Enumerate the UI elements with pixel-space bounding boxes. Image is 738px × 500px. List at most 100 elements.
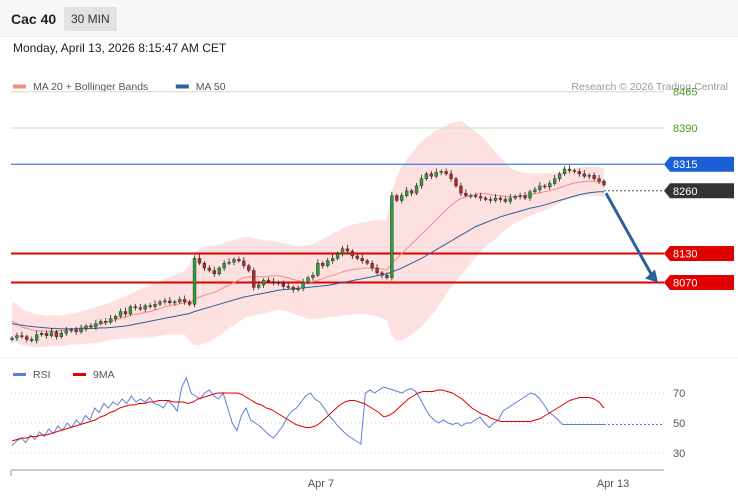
rsi-legend-swatch-0 — [13, 373, 26, 376]
candle-body — [79, 328, 83, 333]
x-tick-0: Apr 7 — [308, 478, 334, 490]
level-tag-8315 — [664, 156, 734, 172]
candle-body — [306, 277, 310, 283]
candle-body — [74, 329, 78, 333]
candle-body — [256, 284, 261, 288]
candle-body — [449, 173, 453, 179]
candle-body — [104, 320, 108, 323]
candle-body — [439, 171, 443, 173]
candle-body — [498, 197, 503, 200]
candle-body — [483, 197, 488, 200]
level-tag-8130 — [664, 246, 734, 262]
level-tag-8260 — [664, 183, 734, 199]
candle-body — [321, 263, 325, 266]
ma50-line — [11, 191, 604, 330]
candle-body — [69, 329, 73, 332]
candle-body — [478, 196, 483, 199]
candle-body — [271, 281, 276, 283]
candle-body — [552, 178, 557, 184]
candle-body — [385, 275, 389, 278]
candle-body — [84, 325, 88, 329]
candle-body — [217, 267, 221, 275]
rsi-tick-70: 70 — [673, 388, 685, 400]
candle-body — [404, 190, 409, 196]
candle-body — [503, 199, 508, 202]
candle-body — [153, 304, 157, 307]
candle-body — [469, 195, 473, 197]
candle-body — [182, 299, 187, 303]
timeframe-button[interactable]: 30 MIN — [64, 7, 117, 31]
credit-text: Research © 2026 Trading Central — [571, 81, 728, 93]
candle-body — [548, 183, 552, 188]
forecast-arrow-head — [645, 269, 658, 283]
candle-body — [523, 195, 527, 199]
candle-body — [562, 168, 567, 175]
candle-body — [577, 171, 582, 175]
candle-body — [493, 197, 498, 201]
candle-body — [464, 192, 468, 196]
candle-body — [474, 195, 478, 197]
legend-swatch-0 — [13, 84, 26, 89]
candle-body — [25, 336, 29, 340]
candle-body — [355, 255, 360, 259]
candle-body — [538, 185, 542, 190]
forecast-arrow-shaft — [604, 192, 654, 277]
candle-body — [434, 172, 438, 177]
candle-body — [326, 260, 330, 266]
candle-body — [340, 248, 345, 254]
candle-body — [429, 173, 434, 177]
candle-body — [202, 263, 207, 269]
candle-body — [227, 262, 231, 264]
candle-body — [222, 263, 226, 269]
candle-body — [281, 283, 286, 287]
level-label-8465: 8465 — [673, 87, 697, 99]
candle-body — [59, 333, 64, 337]
candle-body — [419, 178, 424, 187]
candle-body — [99, 320, 103, 324]
candle-body — [15, 335, 19, 339]
candle-body — [133, 306, 138, 308]
candle-body — [360, 258, 364, 262]
candle-body — [113, 316, 118, 319]
candle-body — [266, 279, 271, 282]
legend-label-0: MA 20 + Bollinger Bands — [33, 81, 148, 93]
candle-body — [316, 263, 320, 276]
candle-body — [207, 267, 212, 271]
candle-body — [10, 337, 14, 340]
candle-body — [375, 267, 379, 274]
rsi-legend-label-1: 9MA — [93, 369, 115, 381]
candle-body — [128, 306, 133, 315]
candle-body — [335, 253, 340, 259]
candle-body — [89, 325, 93, 328]
candle-body — [54, 331, 59, 337]
candle-body — [30, 339, 34, 341]
rsi-line — [11, 376, 604, 446]
candle-body — [212, 270, 216, 275]
candle-body — [444, 171, 448, 175]
level-label-8390: 8390 — [673, 123, 697, 135]
candle-body — [143, 305, 147, 310]
candle-body — [187, 301, 192, 305]
candle-body — [597, 178, 601, 182]
candle-body — [291, 287, 295, 290]
candle-body — [232, 259, 236, 263]
candle-body — [94, 323, 98, 328]
level-label-8315: 8315 — [673, 159, 697, 171]
candle-body — [276, 282, 281, 284]
candle-body — [20, 335, 24, 337]
rsi-legend-swatch-1 — [73, 373, 86, 376]
candle-body — [330, 258, 335, 262]
level-label-8070: 8070 — [673, 278, 697, 290]
ma9-line — [11, 389, 605, 442]
candle-body — [301, 282, 305, 289]
level-label-8130: 8130 — [673, 249, 697, 261]
candle-body — [163, 300, 167, 303]
candle-body — [459, 185, 463, 194]
candle-body — [350, 250, 355, 257]
header-bar: Cac 40 30 MIN — [0, 0, 738, 37]
candle-body — [192, 258, 197, 305]
candle-body — [400, 195, 404, 201]
candle-body — [602, 180, 606, 186]
candle-body — [592, 175, 596, 179]
candle-body — [513, 196, 517, 199]
